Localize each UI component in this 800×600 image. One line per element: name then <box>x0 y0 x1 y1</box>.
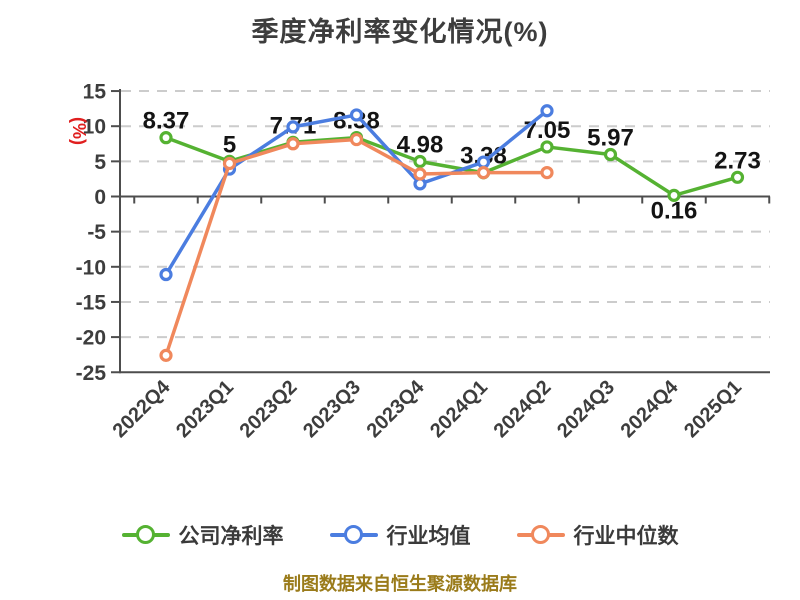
x-category-label: 2025Q1 <box>680 376 746 442</box>
legend-line-circle-icon <box>121 524 170 546</box>
y-axis-unit-label: (%) <box>69 117 89 145</box>
legend-item-industry-mean[interactable]: 行业均值 <box>329 520 471 550</box>
y-tick-label: -10 <box>76 256 106 279</box>
y-tick-label: 10 <box>83 116 106 139</box>
plot-area: 151050-5-10-15-20-252022Q42023Q12023Q220… <box>69 81 771 443</box>
data-point-2 <box>540 165 554 180</box>
data-label: 2.73 <box>714 147 761 174</box>
data-point-1 <box>349 108 364 122</box>
data-point-0 <box>603 147 618 162</box>
chart-title: 季度净利率变化情况(%) <box>251 17 549 47</box>
legend-label: 行业中位数 <box>573 525 679 548</box>
data-label: 5 <box>223 131 236 158</box>
x-category-label: 2024Q2 <box>490 376 556 442</box>
legend-item-industry-median[interactable]: 行业中位数 <box>516 520 679 550</box>
data-point-1 <box>159 267 173 282</box>
data-point-2 <box>476 165 491 180</box>
x-category-label: 2024Q1 <box>426 376 492 442</box>
legend-line-circle-icon <box>516 524 565 546</box>
y-tick-label: 5 <box>94 151 106 174</box>
data-point-2 <box>222 156 237 171</box>
data-point-0 <box>159 131 173 145</box>
data-source-note: 制图数据来自恒生聚源数据库 <box>283 574 517 594</box>
data-point-1 <box>476 155 491 169</box>
y-tick-label: -25 <box>76 362 107 385</box>
data-point-0 <box>413 154 427 169</box>
y-tick-label: -15 <box>76 291 107 314</box>
data-label: 8.37 <box>143 108 190 135</box>
data-point-2 <box>349 132 364 147</box>
data-point-2 <box>286 137 300 151</box>
data-point-0 <box>667 188 681 202</box>
data-point-1 <box>286 120 300 134</box>
x-category-label: 2024Q4 <box>617 376 684 443</box>
data-point-2 <box>159 348 173 362</box>
x-category-label: 2023Q1 <box>172 376 238 442</box>
y-tick-label: 0 <box>94 186 106 209</box>
y-tick-label: -20 <box>76 327 106 350</box>
legend-line-circle-icon <box>329 524 378 546</box>
data-point-2 <box>413 167 427 181</box>
x-category-label: 2023Q4 <box>363 376 430 443</box>
data-point-0 <box>540 140 554 154</box>
data-point-1 <box>540 104 554 118</box>
legend-item-company-net-margin[interactable]: 公司净利率 <box>121 520 284 550</box>
y-tick-label: 15 <box>83 81 107 104</box>
series-line-0 <box>164 135 740 198</box>
data-label: 5.97 <box>587 125 634 152</box>
legend: 公司净利率 行业均值 行业中位数 <box>0 520 800 550</box>
x-category-label: 2023Q2 <box>236 376 302 442</box>
legend-label: 公司净利率 <box>178 525 284 548</box>
x-category-label: 2023Q3 <box>299 376 365 442</box>
data-point-0 <box>730 170 745 184</box>
legend-label: 行业均值 <box>386 525 471 548</box>
y-tick-label: -5 <box>87 221 106 244</box>
x-category-label: 2022Q4 <box>109 376 176 443</box>
data-label: 4.98 <box>397 131 444 158</box>
x-category-label: 2024Q3 <box>553 376 619 442</box>
data-label: 7.05 <box>524 117 571 144</box>
